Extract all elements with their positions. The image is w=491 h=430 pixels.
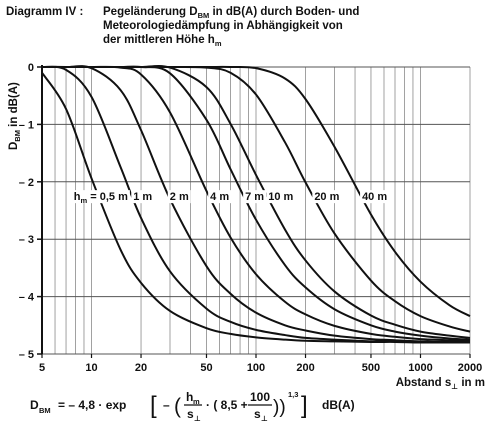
- text-part: Meteorologiedämpfung in Abhängigkeit von: [103, 20, 343, 32]
- text-part: in m: [458, 377, 485, 389]
- formula-part: = – 4,8 · exp: [58, 398, 126, 412]
- y-tick-label: – 2: [19, 177, 34, 189]
- formula-part: ⊥: [194, 414, 201, 423]
- series-label: 7 m: [245, 191, 264, 203]
- y-tick-label: – 3: [19, 234, 34, 246]
- label-bg: [266, 190, 296, 204]
- formula-part: BM: [39, 406, 51, 415]
- formula-part: s: [187, 407, 194, 421]
- lines: [41, 64, 471, 344]
- y-tick-label: 0: [28, 62, 34, 74]
- series-labels: hm = 0,5 m 1 m 2 m 4 m 7 m 10 m 20 m 40 m: [71, 190, 390, 205]
- formula-part: –: [163, 398, 170, 412]
- formula-part: dB(A): [322, 398, 355, 412]
- subscript: m: [215, 39, 222, 48]
- subscript: BM: [13, 130, 22, 142]
- formula-part: 100: [250, 390, 270, 404]
- legend-entry: 10 m: [268, 191, 293, 203]
- series-label: 4 m: [210, 191, 229, 203]
- legend-entry: 7 m: [245, 191, 264, 203]
- title: Pegeländerung DBM in dB(A) durch Boden- …: [103, 6, 359, 48]
- formula-part: ⊥: [261, 414, 268, 423]
- text-part: der mittleren Höhe h: [103, 34, 215, 46]
- curve: [42, 65, 471, 318]
- text: Pegeländerung DBM in dB(A) durch Boden- …: [103, 6, 359, 20]
- subscript: ⊥: [451, 382, 458, 391]
- legend-entry: 0,5 m: [100, 191, 128, 203]
- label-bg: [208, 190, 232, 204]
- text-part: =: [87, 191, 100, 203]
- formula-part: D: [30, 398, 39, 412]
- x-tick-label: 50: [200, 362, 212, 374]
- text-part: Pegeländerung D: [103, 6, 198, 18]
- text-part: in dB(A) durch Boden- und: [209, 6, 359, 18]
- text: Meteorologiedämpfung in Abhängigkeit von: [103, 20, 343, 32]
- x-tick-label: 2000: [458, 362, 482, 374]
- formula-part: · ( 8,5 +: [206, 398, 248, 412]
- legend-entry: 2 m: [170, 191, 189, 203]
- series-label: 10 m: [268, 191, 293, 203]
- formula-part: 1,3: [288, 390, 298, 399]
- grid: [41, 66, 471, 355]
- series-label: 2 m: [170, 191, 189, 203]
- subscript: BM: [198, 11, 210, 20]
- legend-entry: 1 m: [133, 191, 152, 203]
- title-prefix: Diagramm IV :: [6, 6, 83, 18]
- legend-entry: 40 m: [362, 191, 387, 203]
- label-bg: [312, 190, 342, 204]
- formula-part: m: [193, 397, 200, 406]
- series-label: 20 m: [314, 191, 339, 203]
- curve: [41, 65, 471, 343]
- label-bg: [167, 190, 191, 204]
- axes: 0 – 1 – 2 – 3 – 4 – 5 5 10 20 50 100 200 500 1000 2000…: [8, 62, 485, 391]
- legend-entry: 20 m: [314, 191, 339, 203]
- formula-part: [: [150, 392, 157, 419]
- series-label: 1 m: [133, 191, 152, 203]
- text-part: Abstand s: [396, 377, 452, 389]
- formula-part: (: [174, 395, 181, 418]
- label-bg: [360, 190, 390, 204]
- formula-part: s: [254, 407, 261, 421]
- x-tick-label: 1000: [408, 362, 432, 374]
- text-part: h: [74, 191, 81, 203]
- formula-part: h: [186, 390, 193, 404]
- series-label: 40 m: [362, 191, 387, 203]
- text: der mittleren Höhe hm: [103, 34, 222, 48]
- y-tick-label: – 4: [19, 292, 35, 304]
- label-bg: [131, 190, 155, 204]
- x-tick-label: 10: [85, 362, 97, 374]
- text: DBM in dB(A): [8, 82, 22, 150]
- x-tick-label: 20: [135, 362, 147, 374]
- x-tick-label: 200: [296, 362, 314, 374]
- text-part: in dB(A): [8, 82, 20, 130]
- x-tick-label: 100: [247, 362, 265, 374]
- label-bg: [71, 190, 130, 204]
- subscript: m: [81, 196, 88, 205]
- x-tick-label: 5: [39, 362, 45, 374]
- x-tick-label: 500: [362, 362, 380, 374]
- formula-part: )): [273, 397, 286, 418]
- series-label: hm = 0,5 m: [74, 191, 128, 205]
- text: Abstand s⊥ in m: [396, 377, 485, 391]
- legend-entry: 4 m: [210, 191, 229, 203]
- formula: D BM = – 4,8 · exp [ – ( h m s ⊥ · ( 8,5…: [30, 390, 355, 423]
- formula-part: ]: [301, 392, 308, 419]
- text-part: D: [8, 142, 20, 150]
- y-tick-label: – 1: [19, 119, 34, 131]
- y-tick-label: – 5: [19, 349, 34, 361]
- label-bg: [243, 190, 267, 204]
